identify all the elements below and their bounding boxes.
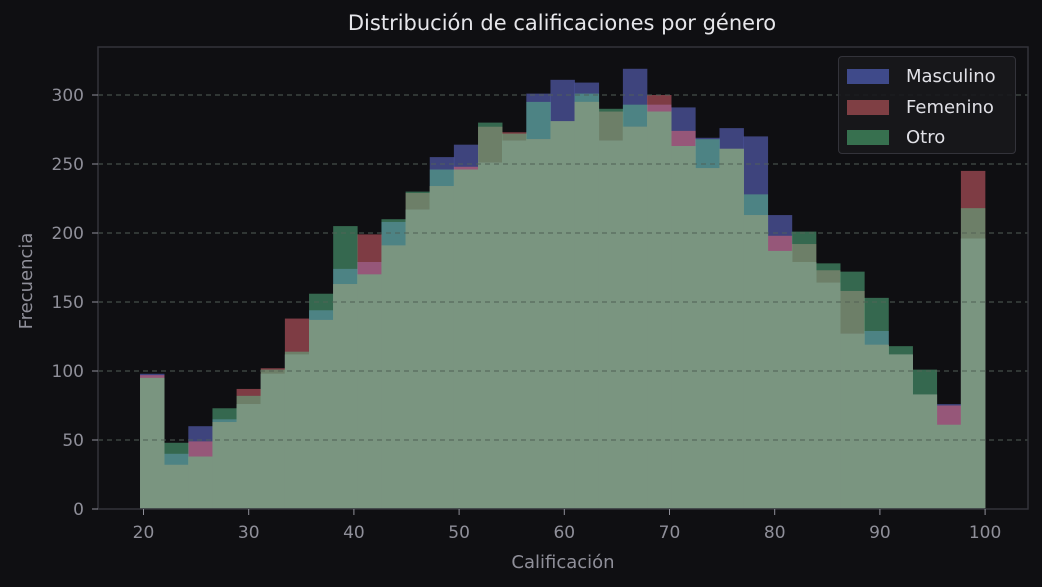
legend-item-otro: Otro [847, 127, 945, 148]
x-tick-label: 20 [133, 523, 155, 543]
overlap-bar [526, 139, 551, 509]
overlap-bar [333, 284, 358, 509]
x-axis-label: Calificación [511, 552, 614, 573]
y-axis-ticks: 0 50 100 150 200 250 300 [52, 86, 98, 520]
legend-item-masculino: Masculino [847, 66, 996, 87]
x-tick-label: 90 [869, 523, 891, 543]
chart-title: Distribución de calificaciones por géner… [347, 11, 777, 35]
overlap-bar [309, 319, 334, 509]
overlap-bar [236, 404, 262, 509]
x-tick-label: 70 [659, 523, 681, 543]
y-tick-label: 0 [73, 500, 84, 520]
overlap-bar [936, 424, 962, 509]
overlap-bar [574, 101, 600, 510]
y-axis-label: Frecuencia [16, 233, 37, 330]
overlap-bar [405, 209, 431, 510]
x-tick-label: 40 [343, 523, 365, 543]
x-tick-label: 80 [764, 523, 786, 543]
overlap-bar [212, 422, 237, 509]
overlap-bar [840, 333, 865, 509]
y-tick-label: 100 [52, 362, 84, 382]
overlap-bar [453, 169, 479, 509]
overlap-bar [647, 111, 672, 509]
overlap-bar [502, 140, 527, 510]
overlap-bar [671, 146, 696, 509]
overlap-bar [791, 261, 817, 509]
plot-frame [97, 46, 1029, 510]
legend-swatch-red-icon [847, 99, 889, 115]
overlap-bar [888, 354, 913, 509]
x-tick-label: 100 [969, 523, 1001, 543]
x-tick-label: 60 [553, 523, 575, 543]
overlap-bar [743, 215, 769, 509]
overlap-bar [381, 245, 406, 510]
overlap-bar [550, 121, 575, 509]
histogram-bars [98, 68, 1028, 510]
x-tick-label: 50 [448, 523, 470, 543]
y-tick-label: 200 [52, 224, 84, 244]
overlap-bar [284, 354, 310, 509]
y-tick-label: 250 [52, 155, 84, 175]
x-tick-label: 30 [238, 523, 260, 543]
overlap-bar [140, 377, 165, 509]
overlap-bar [960, 238, 986, 509]
overlap-bar [864, 344, 889, 509]
overlap-bar [912, 394, 938, 509]
overlap-bar [164, 464, 189, 509]
x-axis-ticks: 20 30 40 50 60 70 80 90 100 [133, 509, 1001, 543]
legend-item-femenino: Femenino [847, 97, 994, 118]
y-tick-label: 50 [62, 431, 84, 451]
overlap-bar [188, 456, 213, 509]
y-tick-label: 300 [52, 86, 84, 106]
overlap-bar [357, 274, 382, 509]
legend: Masculino Femenino Otro [838, 56, 1016, 154]
overlap-bar [429, 186, 455, 509]
overlap-bar [478, 162, 503, 509]
overlap-bar [695, 168, 720, 509]
overlap-base [140, 101, 986, 510]
legend-swatch-green-icon [847, 129, 889, 145]
overlap-bar [260, 373, 286, 509]
overlap-bar [622, 126, 648, 510]
overlap-bar [719, 148, 744, 509]
overlap-bar [767, 250, 793, 509]
y-tick-label: 150 [52, 293, 84, 313]
overlap-bar [816, 282, 841, 509]
legend-swatch-blue-icon [847, 68, 889, 84]
overlap-bar [598, 140, 624, 510]
